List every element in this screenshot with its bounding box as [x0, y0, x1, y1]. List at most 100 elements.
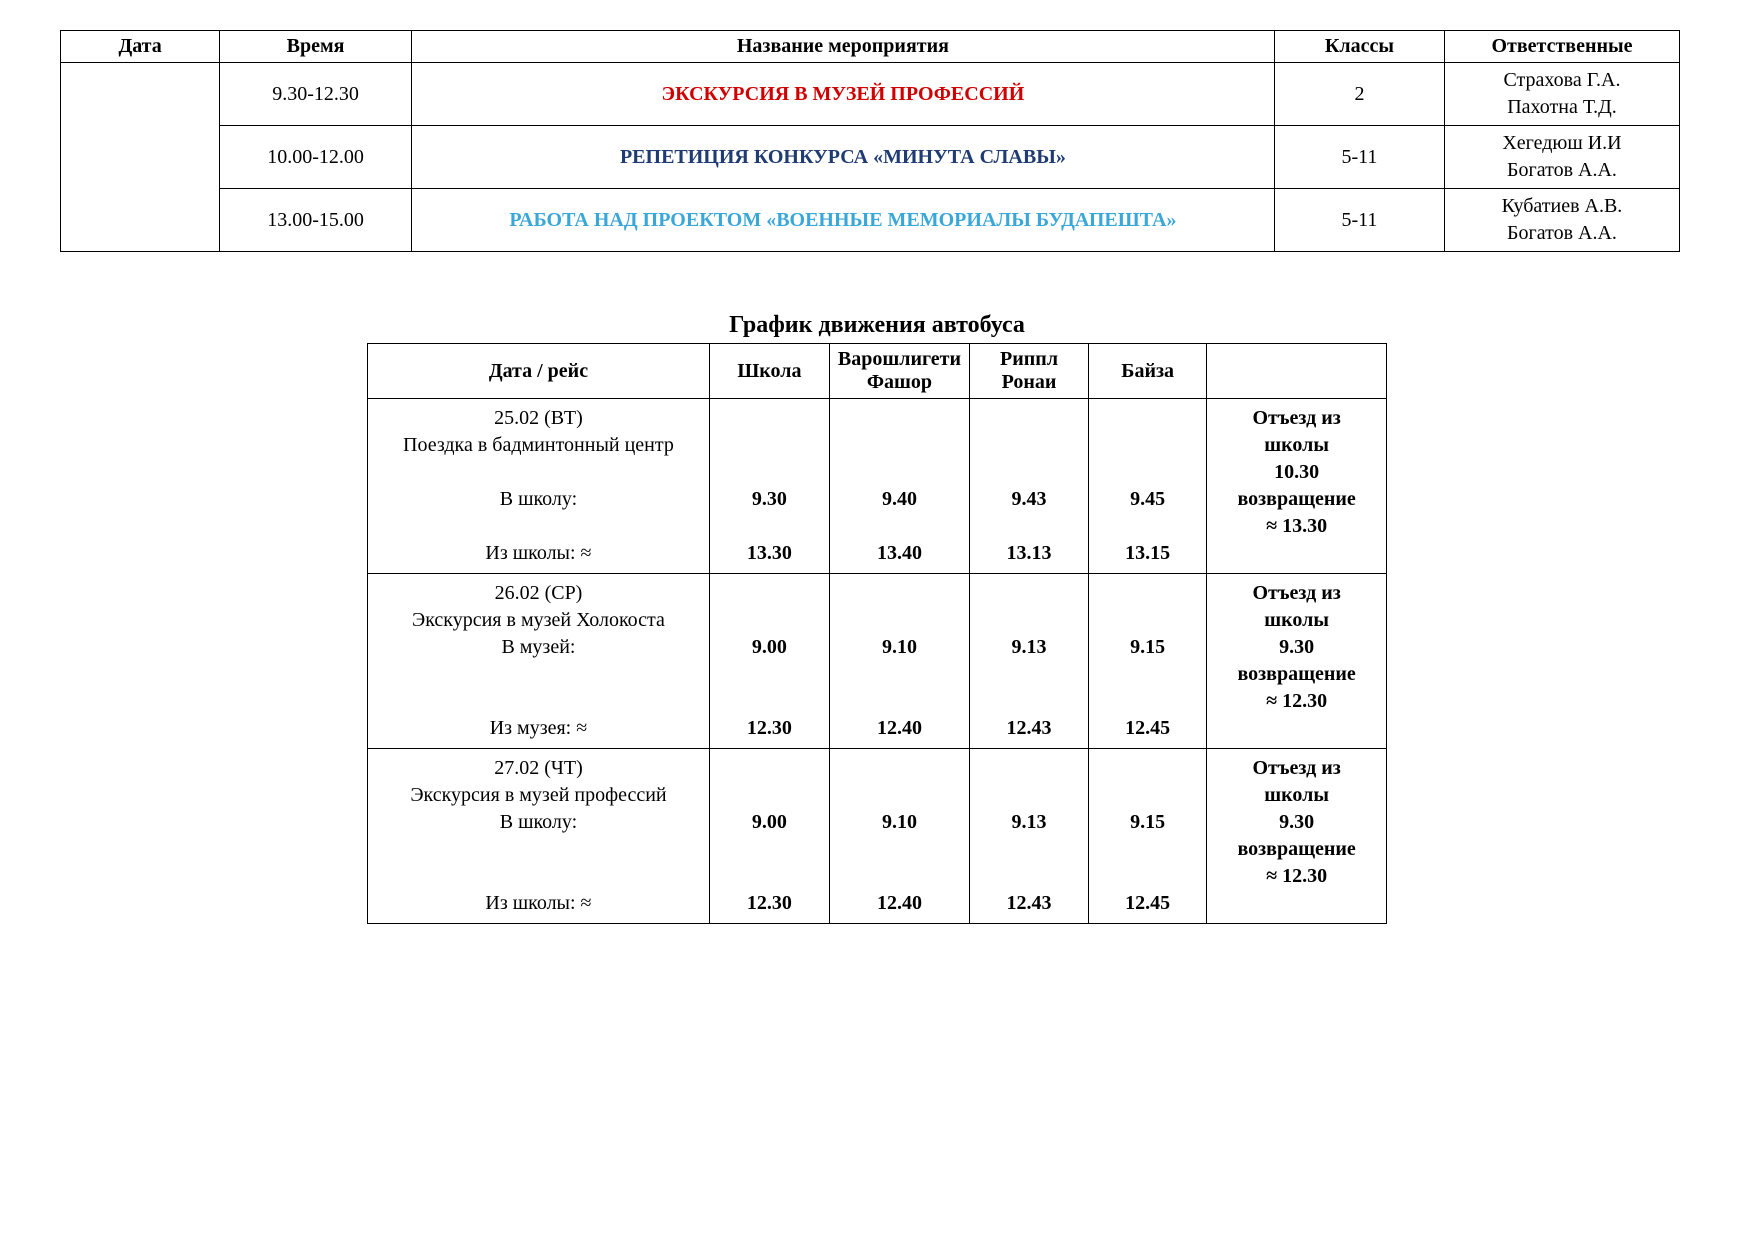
bus-note: Отъезд из — [1217, 755, 1376, 782]
bus-note-cell: Отъезд из школы 9.30 возвращение ≈ 12.30 — [1207, 749, 1387, 924]
bus-schedule-title: График движения автобуса — [60, 312, 1694, 339]
event-row: 9.30-12.30 ЭКСКУРСИЯ В МУЗЕЙ ПРОФЕССИЙ 2… — [61, 63, 1680, 126]
bus-time: 12.40 — [840, 890, 959, 917]
bus-trip: Экскурсия в музей Холокоста — [378, 607, 699, 634]
bus-time: 12.40 — [840, 715, 959, 742]
event-time: 13.00-15.00 — [220, 189, 412, 252]
bus-note: ≈ 12.30 — [1217, 863, 1376, 890]
bus-note: ≈ 12.30 — [1217, 688, 1376, 715]
bus-note: 10.30 — [1217, 459, 1376, 486]
bus-time: 9.13 — [980, 809, 1078, 836]
bus-row: 25.02 (ВТ) Поездка в бадминтонный центр … — [368, 399, 1387, 574]
bus-stop-cell: 9.30 13.30 — [709, 399, 829, 574]
bus-note: возвращение — [1217, 486, 1376, 513]
bus-from-label: Из школы: ≈ — [378, 890, 699, 917]
bus-header-date: Дата / рейс — [368, 344, 710, 399]
event-title: РЕПЕТИЦИЯ КОНКУРСА «МИНУТА СЛАВЫ» — [411, 126, 1274, 189]
bus-time: 13.40 — [840, 540, 959, 567]
resp-line: Богатов А.А. — [1453, 220, 1671, 247]
bus-time: 13.15 — [1099, 540, 1196, 567]
bus-time: 9.45 — [1099, 486, 1196, 513]
bus-time: 9.10 — [840, 634, 959, 661]
bus-note: школы — [1217, 607, 1376, 634]
bus-note: возвращение — [1217, 661, 1376, 688]
resp-line: Богатов А.А. — [1453, 157, 1671, 184]
bus-date-cell: 27.02 (ЧТ) Экскурсия в музей профессий В… — [368, 749, 710, 924]
resp-line: Страхова Г.А. — [1453, 67, 1671, 94]
bus-note-cell: Отъезд из школы 10.30 возвращение ≈ 13.3… — [1207, 399, 1387, 574]
bus-note: школы — [1217, 432, 1376, 459]
bus-time: 9.30 — [720, 486, 819, 513]
bus-stop-cell: 9.15 12.45 — [1089, 574, 1207, 749]
header-time: Время — [220, 31, 412, 63]
event-responsible: Хегедюш И.И Богатов А.А. — [1444, 126, 1679, 189]
bus-to-label: В школу: — [378, 809, 699, 836]
event-classes: 2 — [1274, 63, 1444, 126]
bus-stop-cell: 9.10 12.40 — [829, 574, 969, 749]
bus-header-stop: Риппл Ронаи — [970, 344, 1089, 399]
bus-header-stop: Варошлигети Фашор — [829, 344, 969, 399]
resp-line: Кубатиев А.В. — [1453, 193, 1671, 220]
bus-time: 12.30 — [720, 715, 819, 742]
resp-line: Хегедюш И.И — [1453, 130, 1671, 157]
header-date: Дата — [61, 31, 220, 63]
header-responsible: Ответственные — [1444, 31, 1679, 63]
bus-date: 25.02 (ВТ) — [378, 405, 699, 432]
bus-note-cell: Отъезд из школы 9.30 возвращение ≈ 12.30 — [1207, 574, 1387, 749]
bus-to-label: В музей: — [378, 634, 699, 661]
bus-note: ≈ 13.30 — [1217, 513, 1376, 540]
bus-row: 26.02 (СР) Экскурсия в музей Холокоста В… — [368, 574, 1387, 749]
bus-time: 12.43 — [980, 890, 1078, 917]
bus-stop-cell: 9.45 13.15 — [1089, 399, 1207, 574]
event-classes: 5-11 — [1274, 126, 1444, 189]
bus-from-label: Из музея: ≈ — [378, 715, 699, 742]
bus-date: 26.02 (СР) — [378, 580, 699, 607]
bus-from-label: Из школы: ≈ — [378, 540, 699, 567]
events-header-row: Дата Время Название мероприятия Классы О… — [61, 31, 1680, 63]
bus-time: 12.43 — [980, 715, 1078, 742]
header-event: Название мероприятия — [411, 31, 1274, 63]
resp-line: Пахотна Т.Д. — [1453, 94, 1671, 121]
event-row: 13.00-15.00 РАБОТА НАД ПРОЕКТОМ «ВОЕННЫЕ… — [61, 189, 1680, 252]
event-classes: 5-11 — [1274, 189, 1444, 252]
bus-date-cell: 25.02 (ВТ) Поездка в бадминтонный центр … — [368, 399, 710, 574]
bus-to-label: В школу: — [378, 486, 699, 513]
bus-date-cell: 26.02 (СР) Экскурсия в музей Холокоста В… — [368, 574, 710, 749]
bus-trip: Экскурсия в музей профессий — [378, 782, 699, 809]
bus-stop-cell: 9.10 12.40 — [829, 749, 969, 924]
bus-header-row: Дата / рейс Школа Варошлигети Фашор Рипп… — [368, 344, 1387, 399]
bus-row: 27.02 (ЧТ) Экскурсия в музей профессий В… — [368, 749, 1387, 924]
bus-stop-cell: 9.43 13.13 — [970, 399, 1089, 574]
bus-time: 13.13 — [980, 540, 1078, 567]
bus-stop-cell: 9.00 12.30 — [709, 574, 829, 749]
bus-time: 12.45 — [1099, 715, 1196, 742]
event-date-cell — [61, 63, 220, 252]
bus-note: возвращение — [1217, 836, 1376, 863]
bus-time: 9.15 — [1099, 634, 1196, 661]
bus-time: 12.30 — [720, 890, 819, 917]
bus-stop-cell: 9.40 13.40 — [829, 399, 969, 574]
bus-header-note — [1207, 344, 1387, 399]
bus-time: 9.00 — [720, 809, 819, 836]
event-responsible: Страхова Г.А. Пахотна Т.Д. — [1444, 63, 1679, 126]
bus-schedule-table: Дата / рейс Школа Варошлигети Фашор Рипп… — [367, 343, 1387, 924]
event-responsible: Кубатиев А.В. Богатов А.А. — [1444, 189, 1679, 252]
bus-date: 27.02 (ЧТ) — [378, 755, 699, 782]
bus-trip: Поездка в бадминтонный центр — [378, 432, 699, 459]
bus-time: 13.30 — [720, 540, 819, 567]
bus-note: Отъезд из — [1217, 580, 1376, 607]
bus-time: 9.40 — [840, 486, 959, 513]
bus-time: 9.15 — [1099, 809, 1196, 836]
bus-stop-cell: 9.15 12.45 — [1089, 749, 1207, 924]
event-title: ЭКСКУРСИЯ В МУЗЕЙ ПРОФЕССИЙ — [411, 63, 1274, 126]
bus-header-stop: Байза — [1089, 344, 1207, 399]
bus-note: 9.30 — [1217, 634, 1376, 661]
event-time: 10.00-12.00 — [220, 126, 412, 189]
bus-stop-cell: 9.13 12.43 — [970, 749, 1089, 924]
bus-time: 9.43 — [980, 486, 1078, 513]
bus-time: 9.00 — [720, 634, 819, 661]
bus-note: Отъезд из — [1217, 405, 1376, 432]
bus-note: 9.30 — [1217, 809, 1376, 836]
bus-stop-cell: 9.00 12.30 — [709, 749, 829, 924]
events-table: Дата Время Название мероприятия Классы О… — [60, 30, 1680, 252]
